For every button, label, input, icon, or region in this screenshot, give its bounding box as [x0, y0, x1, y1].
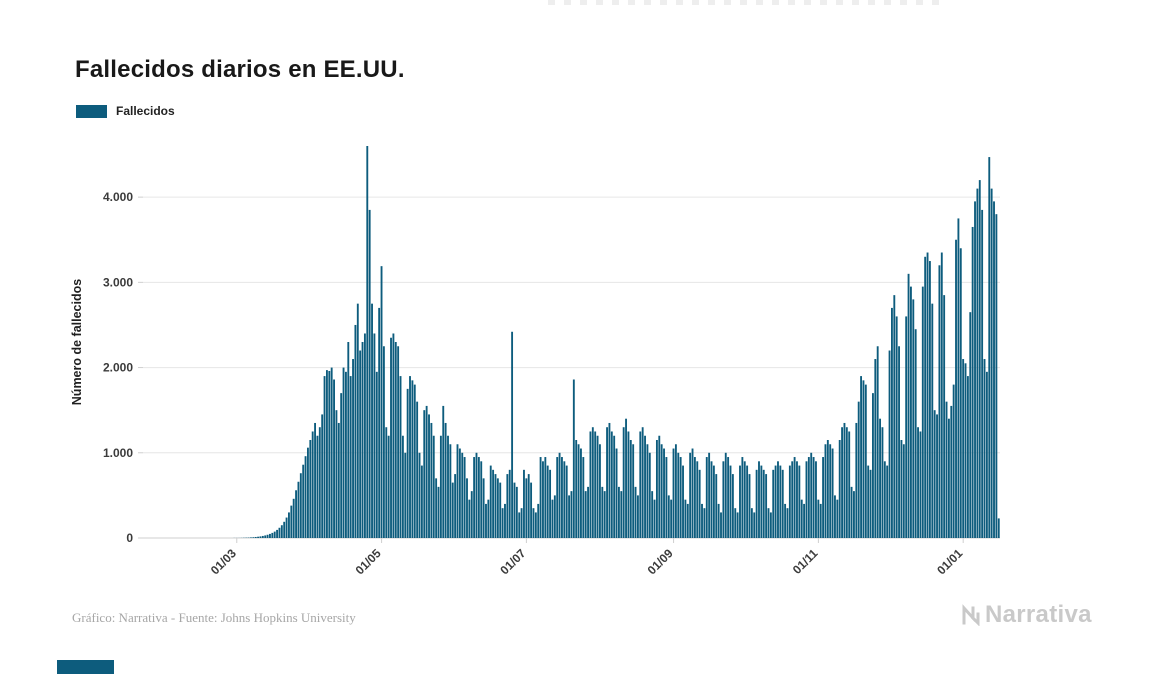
legend: Fallecidos [76, 104, 175, 118]
svg-text:0: 0 [126, 531, 133, 545]
narrativa-logo: Narrativa [960, 601, 1092, 629]
narrativa-logo-icon [962, 604, 980, 626]
legend-swatch [76, 104, 107, 118]
svg-text:01/05: 01/05 [353, 546, 384, 577]
narrativa-logo-text: Narrativa [985, 601, 1092, 628]
chart-area: 0 1.000 2.000 3.000 4.000 01/03 01/05 01/07 01/0… [65, 128, 1025, 598]
bar-chart: 0 1.000 2.000 3.000 4.000 01/03 01/05 01/07 01/0… [70, 146, 1000, 577]
svg-text:01/11: 01/11 [790, 546, 821, 577]
svg-text:1.000: 1.000 [103, 446, 133, 460]
svg-text:Número de fallecidos: Número de fallecidos [70, 279, 84, 405]
svg-text:01/09: 01/09 [645, 546, 676, 577]
svg-text:01/07: 01/07 [497, 546, 528, 577]
legend-item-label: Fallecidos [116, 104, 175, 118]
partial-next-legend-swatch [57, 660, 114, 674]
chart-credit: Gráfico: Narrativa - Fuente: Johns Hopki… [72, 610, 356, 625]
svg-text:4.000: 4.000 [103, 190, 133, 204]
chart-title: Fallecidos diarios en EE.UU. [75, 56, 405, 84]
svg-text:2.000: 2.000 [103, 361, 133, 375]
svg-text:01/03: 01/03 [208, 546, 239, 577]
clipped-text-fragments [548, 0, 948, 5]
svg-text:01/01: 01/01 [934, 546, 965, 577]
svg-text:3.000: 3.000 [103, 275, 133, 289]
